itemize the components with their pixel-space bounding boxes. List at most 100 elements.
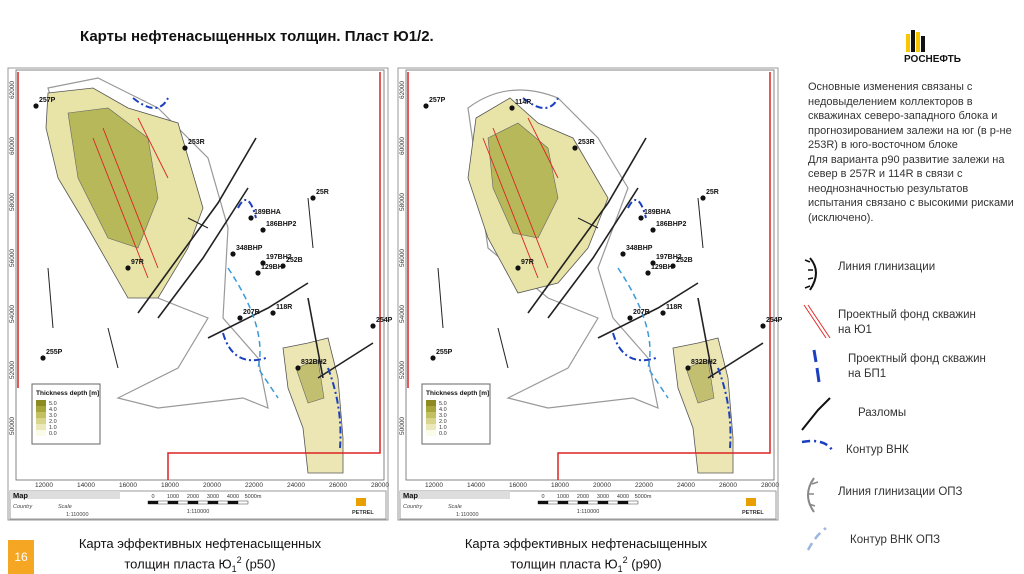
well — [515, 265, 521, 271]
well-label: 257P — [429, 97, 446, 104]
icon-owc — [801, 439, 834, 451]
legend-item: Линия глинизации ОПЗ — [838, 486, 963, 498]
scale-bar-seg — [237, 500, 249, 505]
page-number: 16 — [8, 540, 34, 574]
well-label: 25R — [706, 189, 719, 196]
y-tick-label: 52000 — [9, 361, 16, 379]
caption-sup: 2 — [622, 555, 628, 565]
x-tick-label: 18000 — [551, 482, 569, 489]
legend-swatch — [36, 430, 46, 436]
caption-text: толщин пласта Ю — [510, 556, 618, 572]
caption-line: Карта эффективных нефтенасыщенных — [464, 536, 708, 551]
well-label: 207R — [633, 309, 650, 316]
x-tick-label: 20000 — [203, 482, 221, 489]
legend-value: 5.0 — [439, 401, 447, 407]
slide-title: Карты нефтенасыщенных толщин. Пласт Ю1/2… — [80, 28, 434, 45]
legend-swatch — [426, 418, 436, 424]
x-tick-label: 28000 — [761, 482, 779, 489]
well — [760, 323, 766, 329]
x-tick-label: 28000 — [371, 482, 389, 489]
scale-bar-ratio: 1:110000 — [187, 509, 210, 515]
legend-item: Контур ВНК — [846, 444, 909, 456]
project-wells — [92, 117, 169, 279]
logo-bar — [921, 36, 925, 52]
thickness-core — [487, 122, 559, 239]
y-tick-label: 56000 — [9, 249, 16, 267]
well — [260, 260, 266, 266]
well-label: 832BH2 — [301, 359, 327, 366]
legend-swatch — [426, 406, 436, 412]
scale-bar-seg — [197, 500, 209, 505]
y-tick-label: 62000 — [399, 81, 406, 99]
brand-icon — [746, 498, 756, 506]
fault — [47, 197, 314, 369]
well-label: 25R — [316, 189, 329, 196]
well — [182, 145, 188, 151]
well-label: 348BHP — [626, 245, 653, 252]
project-wells — [482, 117, 559, 279]
scale-bar-label: 1000 — [167, 494, 179, 500]
scale-bar-seg — [187, 500, 199, 505]
info-title: Map — [403, 491, 418, 500]
well — [237, 315, 243, 321]
thickness-core — [295, 359, 325, 404]
legend-value: 5.0 — [49, 401, 57, 407]
x-tick-label: 12000 — [35, 482, 53, 489]
well-label: 189BHA — [254, 209, 281, 216]
project-boundary — [167, 72, 381, 480]
well-label: 197BH2 — [266, 254, 292, 261]
well — [660, 310, 666, 316]
info-title: Map — [13, 491, 28, 500]
well-label: 832BH2 — [691, 359, 717, 366]
y-tick-label: 60000 — [399, 137, 406, 155]
well — [645, 270, 651, 276]
x-tick-label: 24000 — [677, 482, 695, 489]
logo: РОСНЕФТЬ — [904, 30, 961, 65]
icon-clay-line — [809, 257, 817, 291]
x-tick-label: 16000 — [119, 482, 137, 489]
legend-value: 2.0 — [49, 419, 57, 425]
well — [295, 365, 301, 371]
project-boundary — [557, 72, 771, 480]
well — [255, 270, 261, 276]
y-tick-label: 56000 — [399, 249, 406, 267]
info-label: Country — [13, 504, 34, 510]
legend-item: Контур ВНК ОПЗ — [850, 534, 941, 546]
legend-swatch — [426, 412, 436, 418]
legend-item: Проектный фонд скважин на Ю1 — [838, 309, 976, 336]
well-label: 255P — [436, 349, 453, 356]
well — [125, 265, 131, 271]
scale-bar-seg — [537, 500, 549, 505]
well — [230, 251, 236, 257]
scale-bar-seg — [597, 500, 609, 505]
legend-value: 2.0 — [439, 419, 447, 425]
x-tick-label: 18000 — [161, 482, 179, 489]
info-header — [10, 491, 120, 499]
scale-bar-seg — [227, 500, 239, 505]
well — [40, 355, 46, 361]
legend-value: 0.0 — [439, 431, 447, 437]
well — [430, 355, 436, 361]
legend-swatch — [36, 418, 46, 424]
legend-item: Линия глинизации — [838, 261, 936, 273]
well — [248, 215, 254, 221]
logo-bar — [906, 34, 910, 52]
scale-bar-label: 4000 — [617, 494, 629, 500]
x-tick-label: 12000 — [425, 482, 443, 489]
well-label: 348BHP — [236, 245, 263, 252]
scale-bar-ratio: 1:110000 — [577, 509, 600, 515]
well-label: 129BH — [261, 264, 283, 271]
legend-swatch — [36, 406, 46, 412]
caption-text: (p50) — [241, 556, 276, 572]
x-tick-label: 22000 — [245, 482, 263, 489]
note: Для варианта p90 развитие залежи на севе… — [808, 153, 1014, 224]
y-tick-label: 60000 — [9, 137, 16, 155]
well — [370, 323, 376, 329]
x-tick-label: 16000 — [509, 482, 527, 489]
scale-bar-label: 0 — [541, 494, 544, 500]
well — [260, 227, 266, 233]
well-label: 186BHP2 — [656, 221, 686, 228]
notes: Основные изменения связаны с недовыделен… — [808, 80, 1018, 225]
info-label: Scale — [58, 504, 72, 510]
x-tick-label: 20000 — [593, 482, 611, 489]
